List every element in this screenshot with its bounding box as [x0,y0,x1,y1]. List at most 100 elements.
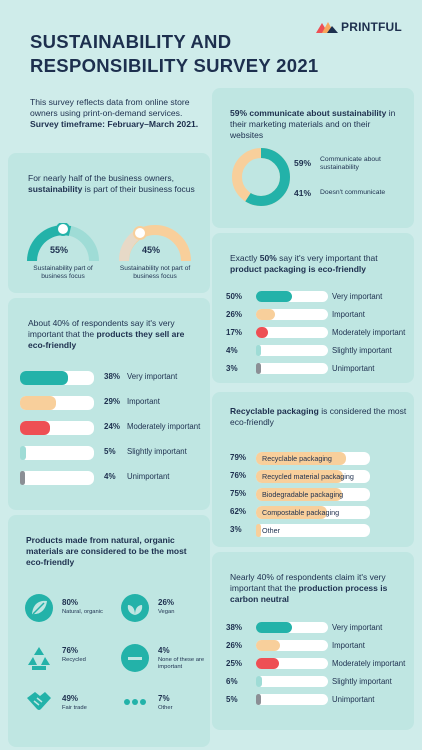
bar-fill [256,658,280,669]
natural-heading: Products made from natural, organic mate… [26,535,187,567]
bar-value: 26% [226,641,243,650]
bar-fill [256,470,343,483]
recycled-label: Recycled [62,657,86,663]
bar-value: 25% [226,659,243,668]
bar-track: Other [256,524,370,537]
bar-label: Other [262,526,280,535]
handshake-icon [27,692,51,710]
bar-track [256,309,328,320]
bar-label: Important [127,397,160,406]
packaging-card: Exactly 50% say it's very important that… [212,233,414,383]
bar-label: Moderately important [332,659,406,668]
page-title: SUSTAINABILITY AND RESPONSIBILITY SURVEY… [30,30,350,78]
bar-fill [256,524,261,537]
bar-track: Compostable packaging [256,506,370,519]
printful-logo: PRINTFUL [316,20,402,34]
bar-value: 6% [226,677,238,686]
communicate-card: 59% communicate about sustainability in … [212,88,414,228]
bar-value: 4% [226,346,238,355]
bar-label: Moderately important [332,328,406,337]
bar-value: 17% [226,328,243,337]
bar-track [256,327,328,338]
recycle-icon [28,647,50,670]
bar-value: 76% [230,471,247,480]
focus-gauge-yes [27,223,99,262]
bar-value: 3% [226,364,238,373]
bar-fill [256,291,292,302]
bar-fill [256,622,292,633]
recyclable-card: Recyclable packaging is considered the m… [212,392,414,547]
natural-card: Products made from natural, organic mate… [8,515,210,747]
none-value: 4% [158,646,170,655]
minus-icon [121,644,149,672]
fair-trade-value: 49% [62,694,79,703]
focus-card: For nearly half of the business owners, … [8,153,210,293]
focus-gauge-no [119,225,191,262]
bar-fill [256,327,269,338]
bar-value: 4% [104,472,116,481]
recycled-value: 76% [62,646,79,655]
communicate-donut [232,148,290,206]
bar-track [20,446,94,460]
communicate-no-label: Doesn't communicate [320,189,386,196]
bar-fill [20,371,68,385]
intro-body: This survey reflects data from online st… [30,97,190,118]
products-heading: About 40% of respondents say it's very i… [28,318,185,350]
bar-value: 24% [104,422,121,431]
bar-label: Very important [332,292,383,301]
bar-track [256,345,328,356]
bar-value: 38% [226,623,243,632]
bar-label: Slightly important [127,447,187,456]
natural-label: Natural, organic [62,609,103,615]
dots-icon [124,699,146,705]
packaging-heading: Exactly 50% say it's very important that… [230,253,378,274]
bar-fill [20,471,26,485]
carbon-card: Nearly 40% of respondents claim it's ver… [212,552,414,730]
natural-value: 80% [62,598,79,607]
bar-value: 50% [226,292,243,301]
bar-track [256,658,328,669]
title-line-1: SUSTAINABILITY AND [30,31,232,52]
other-label: Other [158,705,173,711]
bar-label: Unimportant [332,364,375,373]
bar-label: Unimportant [127,472,170,481]
bar-track: Recycled material packaging [256,470,370,483]
fair-trade-label: Fair trade [62,705,87,711]
other-value: 7% [158,694,170,703]
carbon-heading: Nearly 40% of respondents claim it's ver… [230,572,388,604]
bar-fill [20,396,57,410]
bar-track [256,622,328,633]
focus-heading: For nearly half of the business owners, … [28,173,195,194]
bar-label: Recycled material packaging [262,472,354,481]
recyclable-heading: Recyclable packaging is considered the m… [230,406,407,427]
bar-track [256,291,328,302]
title-line-2: RESPONSIBILITY SURVEY 2021 [30,55,319,76]
bar-fill [256,452,347,465]
bar-value: 79% [230,453,247,462]
bar-track [256,640,328,651]
bar-value: 38% [104,372,121,381]
bar-track [256,676,328,687]
bar-track: Recyclable packaging [256,452,370,465]
communicate-yes-label: Communicate about sustainability [320,156,381,171]
bar-track [20,396,94,410]
bar-fill [256,640,281,651]
bar-label: Important [332,310,365,319]
bar-label: Very important [127,372,178,381]
bar-label: Moderately important [127,422,201,431]
focus-yes-label: Sustainability part of business focus [33,265,93,280]
bar-track [20,471,94,485]
bar-fill [256,363,261,374]
bar-value: 26% [226,310,243,319]
bar-track [20,421,94,435]
bar-fill [256,694,261,705]
bar-fill [256,506,327,519]
bar-label: Biodegradable packaging [262,490,344,499]
communicate-heading: 59% communicate about sustainability in … [230,108,396,140]
mountain-icon [316,22,338,33]
bar-track: Biodegradable packaging [256,488,370,501]
bar-label: Important [332,641,365,650]
bar-value: 62% [230,507,247,516]
bar-value: 5% [226,695,238,704]
communicate-yes-value: 59% [294,158,312,168]
